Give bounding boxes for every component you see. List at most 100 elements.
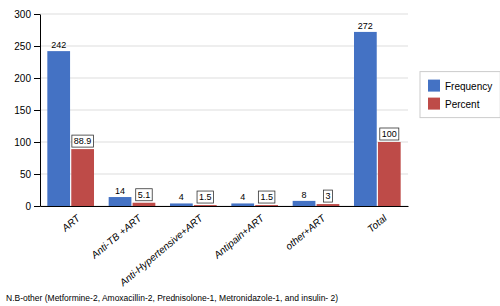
data-label-group: 4 [179,192,184,202]
grid-line [40,206,408,207]
data-label: 3 [325,191,330,201]
grid-line [40,78,408,79]
data-label-group: 242 [51,40,66,50]
grid [40,14,408,206]
x-tick: Total [365,206,389,235]
data-label: 1.5 [260,192,273,202]
tick-label: Total [365,212,389,235]
bar [47,51,70,206]
tick-label: 0 [25,201,31,212]
bar [255,205,278,206]
data-label-group: 1.5 [197,191,214,203]
data-label: 88.9 [74,136,92,146]
legend-item: Frequency [428,80,492,92]
bar-series [71,142,400,206]
data-label: 272 [358,21,373,31]
data-label-box [258,191,275,203]
x-tick: ART [59,206,83,234]
bar [231,203,254,206]
bar-series [47,32,376,206]
tick-mark [34,46,40,47]
bar [293,201,316,206]
bar [378,142,401,206]
tick-label: Anti-TB +ART [88,212,144,261]
bar [317,204,340,206]
bar [71,149,94,206]
data-label-box [323,190,332,202]
y-tick: 0 [25,201,40,212]
y-axis: 0 50 100 150 200 250 300 [14,9,40,212]
data-label-group: 1.5 [258,191,275,203]
data-label: 14 [115,186,125,196]
x-tick: Antipain+ART [211,206,267,261]
tick-mark [34,174,40,175]
bar [133,203,156,206]
legend: Frequency Percent [420,72,500,118]
x-tick: Anti-Hypertensive+ART [117,206,206,289]
y-tick: 100 [14,137,40,148]
bar [194,205,217,206]
data-label-group: 3 [323,190,332,202]
axis-line [41,206,409,207]
tick-label: 150 [14,105,31,116]
data-label: 242 [51,40,66,50]
bar [170,203,193,206]
tick-label: Antipain+ART [211,212,267,261]
legend-swatch [428,98,440,110]
data-label-group: 272 [358,21,373,31]
data-label-group: 14 [115,186,125,196]
tick-mark [34,206,40,207]
data-label-group: 5.1 [136,189,153,201]
tick-mark [34,78,40,79]
plot: 0 50 100 150 200 250 300 ARTAnti-TB +ARTAnti-Hy… [14,9,408,289]
tick-mark [34,142,40,143]
data-labels: 242 14 4 4 8 272 88.9 5.1 1.5 1.5 3 100 [51,21,399,203]
tick-label: 50 [20,169,32,180]
bar [354,32,377,206]
data-label: 4 [240,192,245,202]
tick-label: other+ART [283,212,328,252]
legend-label: Frequency [445,81,492,92]
x-tick: Anti-TB +ART [88,206,144,261]
data-label-group: 8 [302,190,307,200]
data-label-box [197,191,214,203]
data-label-box [136,189,153,201]
y-tick: 250 [14,41,40,52]
grid-line [40,14,408,15]
bar [109,197,132,206]
tick-label: 200 [14,73,31,84]
tick-mark [34,110,40,111]
data-label-box [72,135,94,147]
chart: 0 50 100 150 200 250 300 ARTAnti-TB +ARTAnti-Hy… [0,0,500,306]
legend-item: Percent [428,98,480,110]
x-tick: other+ART [283,206,328,252]
data-label-group: 88.9 [72,135,94,147]
tick-label: ART [59,212,83,234]
legend-swatch [428,80,440,92]
legend-frame [420,72,500,118]
y-tick: 300 [14,9,40,20]
data-label: 100 [382,129,397,139]
y-tick: 200 [14,73,40,84]
data-label: 4 [179,192,184,202]
grid-line [40,142,408,143]
legend-label: Percent [445,99,480,110]
bars [47,32,400,206]
data-label-group: 100 [380,128,399,140]
data-label: 1.5 [199,192,212,202]
tick-mark [34,14,40,15]
tick-label: Anti-Hypertensive+ART [117,212,206,289]
grid-line [40,110,408,111]
y-tick: 50 [20,169,40,180]
x-axis: ARTAnti-TB +ARTAnti-Hypertensive+ARTAnti… [41,206,409,289]
axis-line [40,15,41,207]
data-label: 8 [302,190,307,200]
tick-label: 250 [14,41,31,52]
tick-label: 100 [14,137,31,148]
data-label-box [380,128,399,140]
data-label-group: 4 [240,192,245,202]
grid-line [40,174,408,175]
footnote: N.B-other (Metformine-2, Amoxacillin-2, … [6,293,338,303]
data-label: 5.1 [138,190,151,200]
tick-label: 300 [14,9,31,20]
